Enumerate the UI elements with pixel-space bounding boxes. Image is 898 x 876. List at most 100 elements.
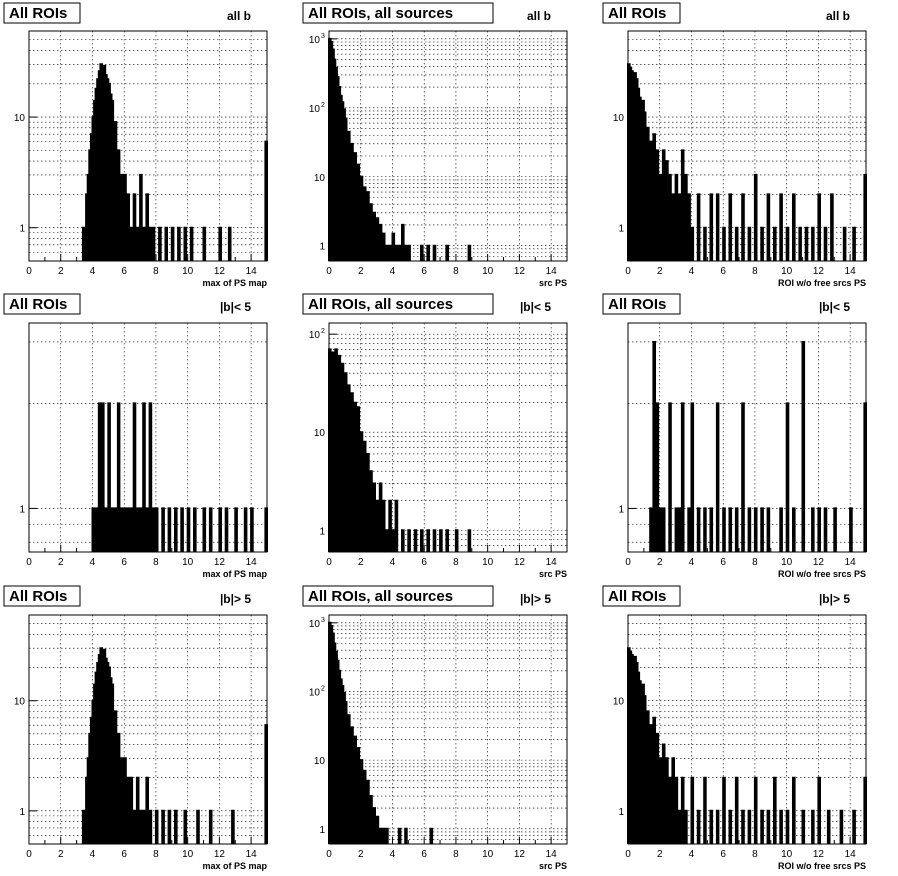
x-axis-label: max of PS map: [202, 278, 267, 288]
x-tick-label: 14: [845, 849, 857, 860]
y-tick-label: 10: [14, 697, 26, 708]
x-tick-label: 14: [246, 266, 258, 277]
x-tick-label: 10: [781, 849, 793, 860]
panel-title-box: [302, 585, 494, 607]
x-tick-label: 4: [689, 849, 695, 860]
panel-subtitle: |b|> 5: [520, 592, 551, 606]
x-tick-label: 10: [182, 557, 194, 568]
x-tick-label: 10: [781, 266, 793, 277]
plot-frame: [328, 322, 568, 553]
histogram-panel: 0 2 4 6 8 10 12 14 1 max of PS map All ROIs |b|< 5: [3, 293, 268, 579]
plot-frame: [28, 614, 268, 845]
x-axis-label: max of PS map: [202, 861, 267, 871]
y-tick-exponent: 3: [321, 33, 325, 40]
panel-title: All ROIs: [608, 5, 666, 22]
x-tick-label: 6: [720, 557, 726, 568]
panel-subtitle: all b: [527, 9, 551, 23]
x-tick-label: 10: [781, 557, 793, 568]
x-tick-label: 14: [246, 849, 258, 860]
panel-subtitle: |b|> 5: [220, 592, 251, 606]
histogram-panel: 0 2 4 6 8 10 12 14 1 ROI w/o free srcs PS All ROIs…: [602, 293, 867, 579]
y-tick-label: 10: [309, 619, 321, 630]
x-tick-label: 6: [720, 266, 726, 277]
x-tick-label: 0: [26, 849, 32, 860]
x-tick-label: 4: [390, 557, 396, 568]
y-tick-label: 1: [19, 224, 25, 235]
x-tick-label: 2: [58, 266, 64, 277]
x-axis-label: ROI w/o free srcs PS: [778, 569, 866, 579]
x-tick-label: 4: [90, 849, 96, 860]
x-tick-label: 2: [358, 557, 364, 568]
x-tick-label: 4: [390, 849, 396, 860]
x-axis-label: src PS: [539, 861, 567, 871]
x-tick-label: 12: [813, 849, 825, 860]
x-tick-label: 12: [214, 266, 226, 277]
x-tick-label: 0: [326, 849, 332, 860]
x-tick-label: 4: [90, 557, 96, 568]
panel-title: All ROIs, all sources: [308, 296, 453, 313]
y-tick-label: 1: [19, 504, 25, 515]
x-tick-label: 12: [514, 849, 526, 860]
x-tick-label: 14: [546, 849, 558, 860]
x-tick-label: 2: [58, 557, 64, 568]
plot-frame: [627, 30, 867, 262]
y-tick-exponent: 2: [321, 102, 325, 109]
x-tick-label: 12: [514, 266, 526, 277]
plot-frame: [627, 614, 867, 845]
x-tick-label: 2: [358, 266, 364, 277]
x-axis-label: src PS: [539, 278, 567, 288]
x-tick-label: 8: [752, 849, 758, 860]
panel-title: All ROIs: [9, 588, 67, 605]
x-tick-label: 12: [813, 266, 825, 277]
x-tick-label: 6: [421, 266, 427, 277]
x-tick-label: 6: [121, 266, 127, 277]
histogram-panel: 0 2 4 6 8 10 12 14 1 10 max of PS map All ROIs |b|> …: [3, 585, 268, 871]
x-tick-label: 2: [657, 557, 663, 568]
x-tick-label: 14: [246, 557, 258, 568]
x-tick-label: 2: [657, 849, 663, 860]
histogram-bars: [627, 63, 867, 261]
x-tick-label: 14: [546, 266, 558, 277]
x-tick-label: 6: [121, 849, 127, 860]
panel-title-box: [3, 2, 81, 24]
x-tick-label: 4: [689, 557, 695, 568]
plot-frame: [28, 30, 268, 262]
x-tick-label: 8: [453, 849, 459, 860]
panel-subtitle: |b|< 5: [819, 300, 850, 314]
plot-frame: [328, 614, 568, 845]
y-tick-label: 10: [309, 330, 321, 341]
x-tick-label: 6: [121, 557, 127, 568]
histogram-bars: [328, 37, 472, 261]
y-tick-label: 10: [613, 697, 625, 708]
y-tick-label: 10: [314, 428, 326, 439]
x-tick-label: 10: [482, 849, 494, 860]
x-tick-label: 6: [720, 849, 726, 860]
x-tick-label: 2: [358, 849, 364, 860]
x-tick-label: 8: [153, 266, 159, 277]
y-tick-label: 1: [319, 242, 325, 253]
x-tick-label: 8: [752, 266, 758, 277]
panel-title: All ROIs: [9, 5, 67, 22]
plot-frame: [28, 322, 268, 553]
panel-title-box: [602, 2, 681, 24]
panel-title: All ROIs, all sources: [308, 588, 453, 605]
y-tick-label: 10: [314, 756, 326, 767]
x-axis-label: src PS: [539, 569, 567, 579]
histogram-bars: [81, 63, 268, 261]
y-tick-label: 10: [309, 104, 321, 115]
panel-title: All ROIs, all sources: [308, 5, 453, 22]
panel-title: All ROIs: [608, 588, 666, 605]
y-tick-label: 1: [618, 504, 624, 515]
x-axis-label: ROI w/o free srcs PS: [778, 278, 866, 288]
x-tick-label: 14: [845, 557, 857, 568]
panel-title-box: [302, 2, 494, 24]
y-tick-label: 1: [618, 807, 624, 818]
y-tick-exponent: 2: [321, 328, 325, 335]
x-tick-label: 0: [326, 557, 332, 568]
x-tick-label: 8: [153, 849, 159, 860]
x-tick-label: 12: [214, 849, 226, 860]
y-tick-label: 1: [19, 807, 25, 818]
